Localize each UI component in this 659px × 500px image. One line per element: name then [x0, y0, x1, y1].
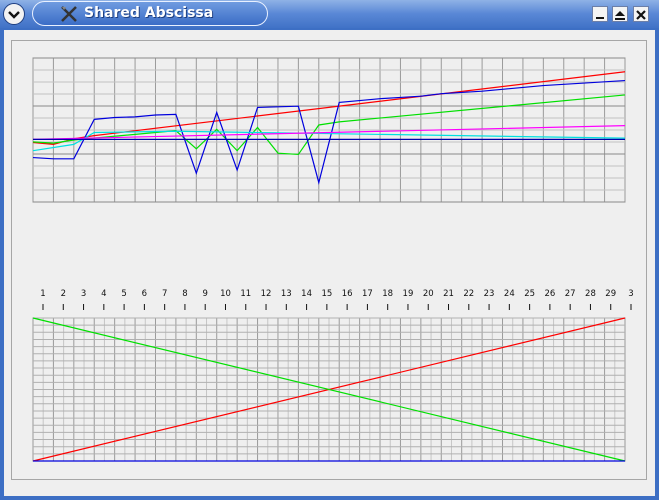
window-menu-button[interactable]	[3, 3, 25, 25]
x-tick-label: 11	[240, 289, 251, 299]
x-tick-label: 23	[484, 289, 495, 299]
x-tick-label: 15	[321, 289, 332, 299]
x-tick-label: 17	[362, 289, 373, 299]
x-tick-label: 13	[281, 289, 292, 299]
maximize-icon	[615, 11, 625, 20]
x-tick-label: 26	[544, 289, 555, 299]
x-tick-label: 20	[423, 289, 434, 299]
x-tick-label: 8	[182, 289, 187, 299]
top-plot	[32, 57, 626, 203]
x-tick-label: 5	[121, 289, 126, 299]
title-bar[interactable]: Shared Abscissa	[0, 0, 659, 30]
top-series-line-4	[32, 125, 626, 140]
chevron-down-icon	[8, 11, 20, 19]
x-tick-label: 19	[403, 289, 414, 299]
x-tick-label: 6	[142, 289, 147, 299]
x-tick-label: 18	[382, 289, 393, 299]
x-tick-label: 29	[605, 289, 616, 299]
x-tick-label: 1	[40, 289, 45, 299]
x-tick-label: 16	[342, 289, 353, 299]
x-tick-label: 14	[301, 289, 312, 299]
x-tick-label: 4	[101, 289, 106, 299]
x-tick-label: 21	[443, 289, 454, 299]
minimize-button[interactable]	[592, 6, 608, 22]
minimize-icon	[596, 17, 604, 19]
top-series-line-3	[32, 130, 626, 152]
x-tick-label: 10	[220, 289, 231, 299]
close-button[interactable]	[633, 6, 649, 22]
close-icon	[636, 10, 646, 20]
x-tick-label: 12	[261, 289, 272, 299]
x-tick-label: 22	[463, 289, 474, 299]
window-title: Shared Abscissa	[84, 5, 214, 21]
x-tick-label: 3	[628, 289, 633, 299]
title-pill	[32, 1, 268, 26]
x-tick-label: 2	[61, 289, 66, 299]
top-series-line-2	[32, 79, 626, 185]
x-tick-label: 24	[504, 289, 515, 299]
x-tick-label: 9	[202, 289, 207, 299]
bottom-plot: 1 2 3 4 5 6 7 8 9 10 11 12 13 14 15 16 17 18 19 20 21 22 23 24 2…	[32, 289, 634, 462]
tools-icon	[61, 6, 77, 22]
x-tick-label: 7	[162, 289, 167, 299]
maximize-button[interactable]	[612, 6, 628, 22]
x-tick-label: 28	[585, 289, 596, 299]
x-tick-label: 3	[81, 289, 86, 299]
x-tick-label: 25	[524, 289, 535, 299]
x-tick-label: 27	[565, 289, 576, 299]
bottom-series-line-1	[32, 317, 626, 462]
